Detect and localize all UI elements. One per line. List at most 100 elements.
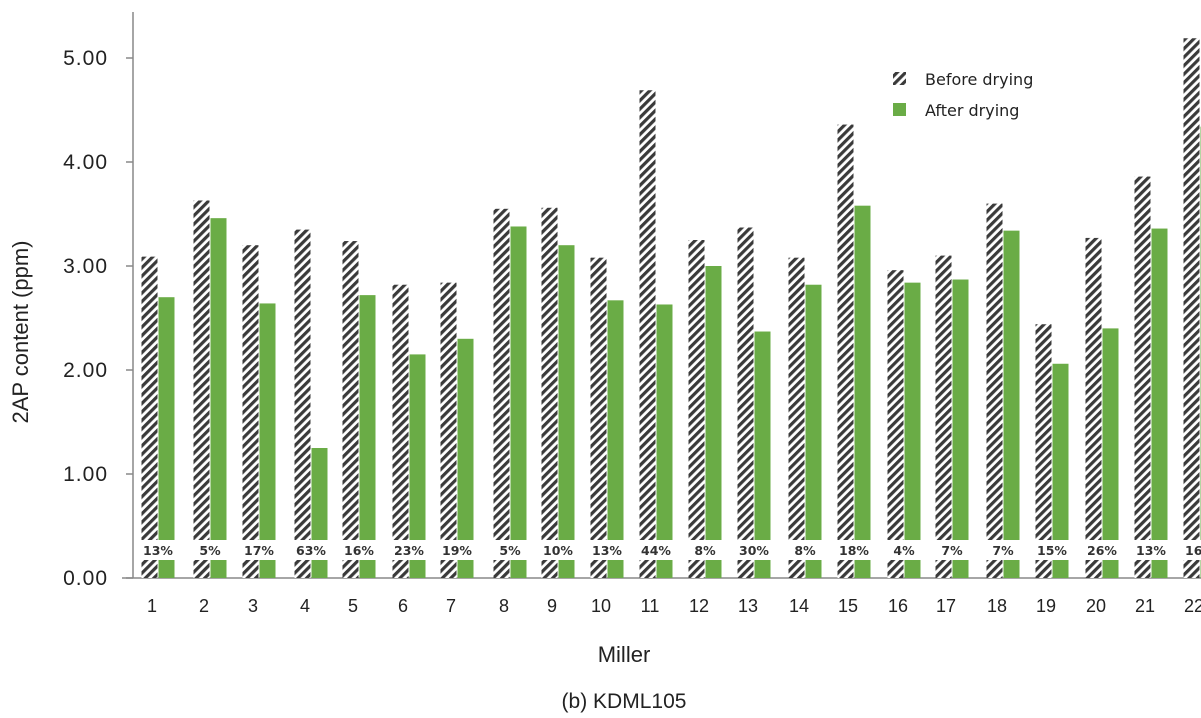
x-tick-label: 12 [689, 596, 709, 616]
y-tick-label: 1.00 [63, 463, 108, 486]
y-tick-label: 4.00 [63, 151, 108, 174]
reduction-label: 13% [143, 543, 173, 558]
x-tick-label: 4 [300, 596, 310, 616]
bar-before-drying [688, 240, 705, 578]
bar-before-drying [788, 257, 805, 578]
bar-after-drying [754, 331, 771, 578]
x-tick-label: 21 [1135, 596, 1155, 616]
reduction-label-background [1178, 540, 1201, 560]
bar-after-drying [259, 303, 276, 578]
x-tick-label: 5 [348, 596, 358, 616]
bars [141, 38, 1201, 579]
bar-after-drying [558, 245, 575, 578]
bar-before-drying [986, 203, 1003, 578]
bar-before-drying [541, 207, 558, 578]
x-tick-label: 9 [547, 596, 557, 616]
y-axis-title: 2AP content (ppm) [8, 240, 33, 423]
bar-before-drying [1134, 176, 1151, 578]
bar-after-drying [854, 205, 871, 578]
bar-before-drying [1035, 324, 1052, 578]
bar-before-drying [242, 245, 259, 578]
reduction-label-background [136, 540, 180, 560]
reduction-label-background [634, 540, 678, 560]
bar-after-drying [656, 304, 673, 578]
bar-before-drying [837, 124, 854, 578]
x-tick-label: 15 [838, 596, 858, 616]
reduction-label-background [1129, 540, 1173, 560]
y-ticks: 0.00 1.00 2.00 3.00 4.00 5.00 [63, 47, 133, 590]
bar-before-drying [294, 229, 311, 578]
reduction-label-background [981, 540, 1025, 560]
x-tick-label: 2 [199, 596, 209, 616]
reduction-label-background [536, 540, 580, 560]
bar-before-drying [639, 90, 656, 579]
x-tick-label: 7 [446, 596, 456, 616]
reduction-label-background [488, 540, 532, 560]
bar-before-drying [737, 227, 754, 578]
legend: Before drying After drying [893, 70, 1033, 120]
x-tick-label: 3 [248, 596, 258, 616]
reduction-label-background [289, 540, 333, 560]
bar-after-drying [1151, 228, 1168, 578]
reduction-label: 23% [394, 543, 424, 558]
bar-after-drying [705, 266, 722, 578]
legend-label-after-drying: After drying [925, 101, 1019, 120]
reduction-label-background [1080, 540, 1124, 560]
reduction-label: 13% [1136, 543, 1166, 558]
bar-after-drying [607, 300, 624, 578]
x-tick-label: 14 [789, 596, 809, 616]
bar-after-drying [510, 226, 527, 579]
reduction-label: 5% [499, 543, 521, 558]
x-tick-label: 13 [738, 596, 758, 616]
bar-before-drying [493, 208, 510, 579]
reduction-label-background [832, 540, 876, 560]
bar-after-drying [158, 297, 175, 578]
x-tick-label: 8 [499, 596, 509, 616]
x-tick-label: 16 [888, 596, 908, 616]
bar-after-drying [359, 295, 376, 578]
bar-before-drying [1183, 38, 1200, 579]
x-tick-label: 17 [936, 596, 956, 616]
bar-before-drying [440, 282, 457, 578]
x-tick-label: 11 [641, 596, 660, 616]
x-axis-title: Miller [598, 642, 651, 667]
reduction-label-background [435, 540, 479, 560]
reduction-label: 15% [1037, 543, 1067, 558]
bar-before-drying [935, 255, 952, 578]
x-tick-label: 18 [987, 596, 1007, 616]
reduction-label: 19% [442, 543, 472, 558]
figure-caption: (b) KDML105 [562, 690, 687, 713]
reduction-label: 16% [1185, 543, 1201, 558]
x-tick-label: 6 [398, 596, 408, 616]
bar-after-drying [904, 282, 921, 578]
reduction-label-background [882, 540, 926, 560]
reduction-label: 8% [794, 543, 816, 558]
legend-swatch-before-drying [893, 72, 906, 85]
legend-swatch-after-drying [893, 103, 906, 116]
reduction-label: 63% [296, 543, 326, 558]
reduction-label: 4% [893, 543, 915, 558]
bar-after-drying [1102, 328, 1119, 578]
reduction-label: 17% [244, 543, 274, 558]
reduction-label-background [237, 540, 281, 560]
bar-before-drying [141, 256, 158, 578]
bar-before-drying [392, 284, 409, 578]
bar-after-drying [952, 279, 969, 578]
bar-before-drying [887, 270, 904, 578]
reduction-label-background [188, 540, 232, 560]
bar-after-drying [1003, 230, 1020, 578]
bar-before-drying [342, 241, 359, 579]
reduction-label: 16% [344, 543, 374, 558]
reduction-label: 10% [543, 543, 573, 558]
legend-label-before-drying: Before drying [925, 70, 1033, 89]
reduction-label: 44% [641, 543, 671, 558]
x-tick-label: 10 [591, 596, 611, 616]
reduction-label-background [1030, 540, 1074, 560]
reduction-label: 26% [1087, 543, 1117, 558]
y-tick-label: 0.00 [63, 567, 108, 590]
reduction-label-background [683, 540, 727, 560]
reduction-label: 7% [941, 543, 963, 558]
bar-before-drying [193, 200, 210, 579]
reduction-label: 18% [839, 543, 869, 558]
